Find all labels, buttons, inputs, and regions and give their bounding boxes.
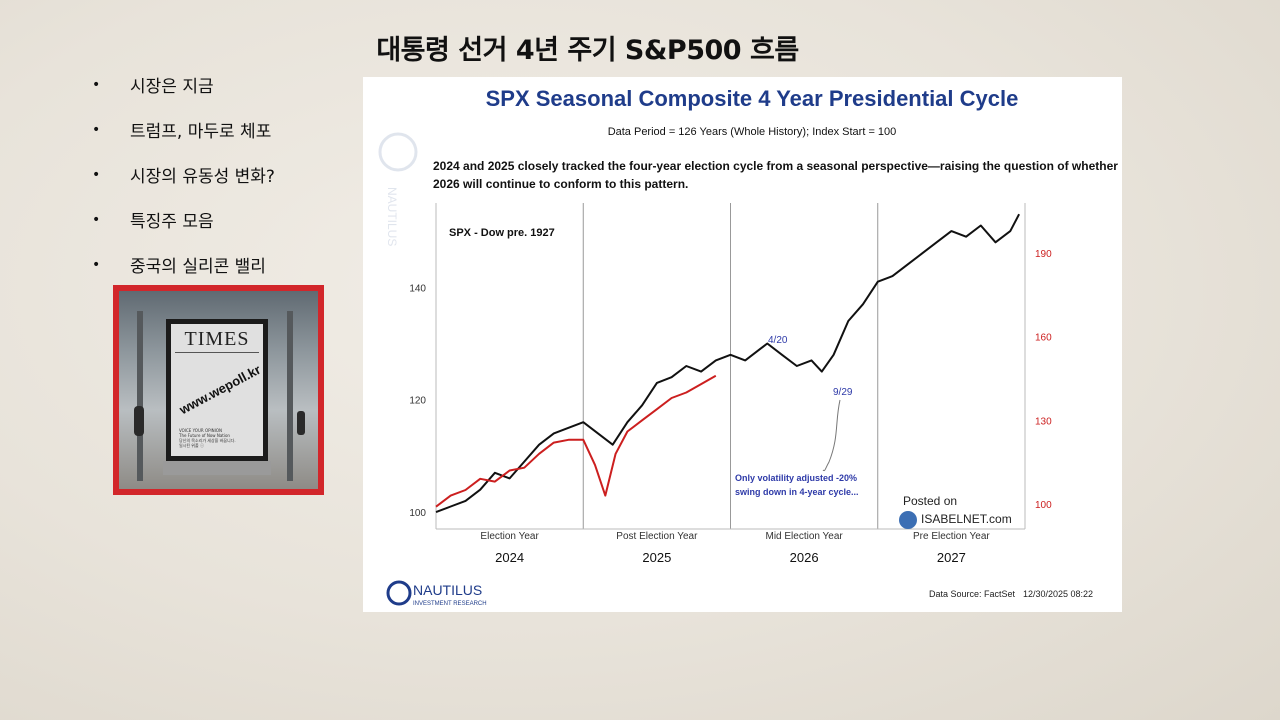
svg-text:NAUTILUS: NAUTILUS: [385, 187, 399, 246]
chart-description-box: 2024 and 2025 closely tracked the four-y…: [433, 159, 1118, 191]
left-tick-label: 100: [409, 508, 426, 519]
segment-label: Election Year: [480, 531, 539, 542]
bullet-list: • 시장은 지금 • 트럼프, 마두로 체포 • 시장의 유동성 변화? • 특징주 모…: [92, 62, 275, 287]
bullet-item: • 시장의 유동성 변화?: [92, 152, 275, 197]
bullet-text: 중국의 실리콘 밸리: [130, 257, 266, 277]
data-source: Data Source: FactSet: [929, 589, 1016, 599]
bullet-dot: •: [92, 256, 101, 273]
poster-url: www.wepoll.kr: [176, 361, 264, 418]
chart-frame: [435, 203, 1026, 530]
poster-photo: TIMES www.wepoll.kr VOICE YOUR OPINION T…: [119, 291, 318, 489]
right-tick-label: 130: [1035, 416, 1052, 427]
poster-line: The Future of Now Nation: [179, 433, 230, 438]
poster-line: 당신의 목소리가 세상을 바꿉니다.: [179, 438, 236, 443]
bullet-text: 트럼프, 마두로 체포: [130, 122, 272, 142]
poster-card: TIMES www.wepoll.kr VOICE YOUR OPINION T…: [166, 319, 268, 461]
right-tick-label: 160: [1035, 333, 1052, 344]
bullet-item: • 시장은 지금: [92, 62, 275, 107]
chart-panel: NAUTILUS SPX Seasonal Composite 4 Year P…: [363, 77, 1122, 612]
segment-label: Post Election Year: [616, 531, 698, 542]
poster-small-text: VOICE YOUR OPINION The Future of Now Nat…: [179, 428, 236, 448]
posted-on-label: Posted on: [903, 494, 957, 508]
bullet-dot: •: [92, 121, 101, 138]
poster-line: VOICE YOUR OPINION: [179, 428, 222, 433]
right-tick-label: 100: [1035, 500, 1052, 511]
bullet-dot: •: [92, 211, 101, 228]
posted-on-site: ISABELNET.com: [921, 512, 1012, 526]
chart-title: SPX Seasonal Composite 4 Year Presidenti…: [486, 86, 1019, 111]
chart-description: 2024 and 2025 closely tracked the four-y…: [433, 159, 1118, 191]
left-tick-label: 120: [409, 396, 426, 407]
segment-label: Pre Election Year: [913, 531, 990, 542]
chart-lines: [435, 213, 1020, 514]
bullet-item: • 중국의 실리콘 밸리: [92, 242, 275, 287]
segment-year: 2027: [937, 550, 966, 565]
date-stamp: 12/30/2025 08:22: [1023, 589, 1093, 599]
bullet-dot: •: [92, 76, 101, 93]
nautilus-watermark: NAUTILUS: [378, 132, 418, 246]
inner-label: SPX - Dow pre. 1927: [449, 227, 555, 239]
annotation-pointer: [822, 399, 841, 472]
bullet-item: • 트럼프, 마두로 체포: [92, 107, 275, 152]
bullet-text: 시장의 유동성 변화?: [130, 167, 275, 187]
nautilus-logo: NAUTILUS INVESTMENT RESEARCH: [386, 580, 487, 607]
right-tick-label: 190: [1035, 249, 1052, 260]
slide-title: 대통령 선거 4년 주기 S&P500 흐름: [376, 35, 799, 66]
segment-year: 2025: [642, 550, 671, 565]
bullet-text: 시장은 지금: [130, 77, 214, 97]
chart-subtitle: Data Period = 126 Years (Whole History);…: [608, 126, 897, 138]
annotation-volatility-1: Only volatility adjusted -20%: [735, 473, 857, 483]
globe-icon: [899, 511, 917, 529]
annotation-9-29: 9/29: [833, 387, 853, 398]
chart-axes: 100 120 140 100 130 160 190 Election Year 2024 Po…: [409, 249, 1052, 565]
bullet-dot: •: [92, 166, 101, 183]
segment-year: 2024: [495, 550, 524, 565]
poster-line: 일시된 위폴 ⓘ: [179, 443, 204, 448]
chart-svg: NAUTILUS SPX Seasonal Composite 4 Year P…: [378, 86, 1118, 607]
left-tick-label: 140: [409, 283, 426, 294]
bullet-item: • 특징주 모음: [92, 197, 275, 242]
logo-subtext: INVESTMENT RESEARCH: [413, 601, 487, 607]
series-line-black: [435, 213, 1020, 514]
series-line-red: [435, 374, 717, 508]
segment-year: 2026: [790, 550, 819, 565]
bullet-text: 특징주 모음: [130, 212, 214, 232]
segment-label: Mid Election Year: [765, 531, 843, 542]
annotation-volatility-2: swing down in 4-year cycle...: [735, 487, 859, 497]
poster-image: TIMES www.wepoll.kr VOICE YOUR OPINION T…: [113, 285, 324, 495]
nautilus-logo-icon: [386, 580, 412, 606]
logo-text: NAUTILUS: [413, 582, 482, 598]
poster-masthead: TIMES: [184, 328, 250, 350]
annotation-4-20: 4/20: [768, 335, 788, 346]
